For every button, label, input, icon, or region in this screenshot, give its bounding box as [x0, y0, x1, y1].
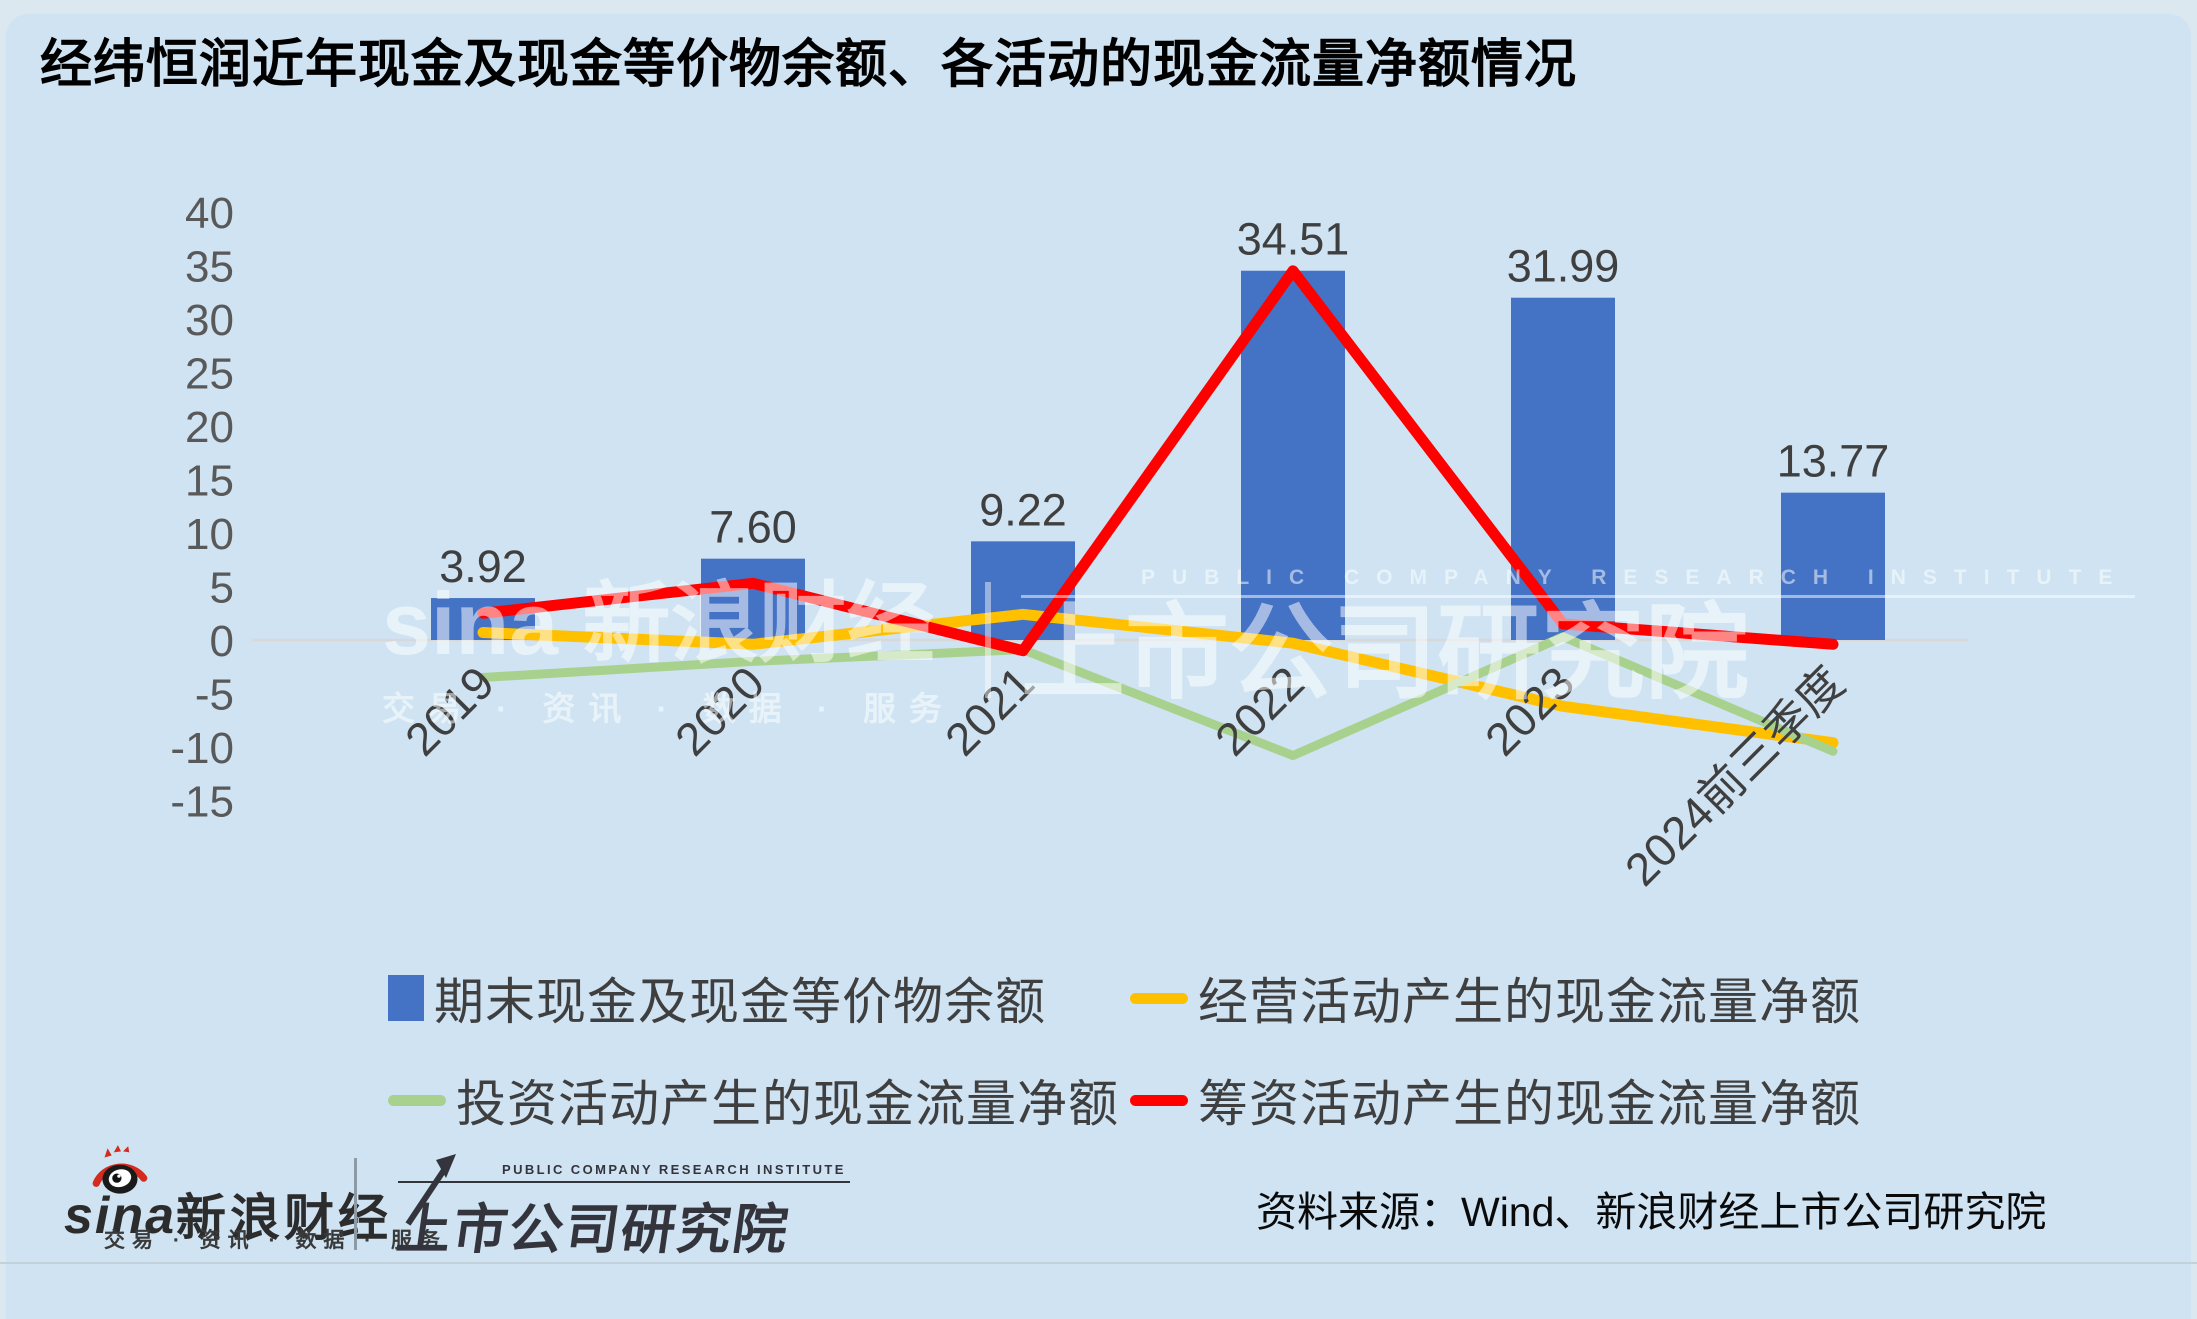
legend-marker-line [388, 1094, 446, 1106]
bar [1781, 492, 1885, 640]
institute-logo-en: PUBLIC COMPANY RESEARCH INSTITUTE [398, 1162, 850, 1183]
legend-item-3: 筹资活动产生的现金流量净额 [1130, 1064, 1861, 1136]
y-tick-label: 15 [185, 457, 234, 506]
x-axis-label: 2020 [665, 656, 774, 765]
sina-wordmark: sina [64, 1187, 177, 1245]
y-tick-label: 35 [185, 243, 234, 292]
chart-card [6, 14, 2191, 1319]
y-tick-label: 40 [185, 189, 234, 238]
institute-logo-cn: 上市公司研究院 [393, 1200, 794, 1260]
sina-eye-icon [92, 1145, 148, 1194]
bar-value-label: 31.99 [1507, 241, 1620, 292]
y-tick-label: 0 [210, 617, 234, 666]
legend-label: 经营活动产生的现金流量净额 [1198, 974, 1861, 1030]
footer-separator-line [0, 1262, 2197, 1264]
legend-item-1: 经营活动产生的现金流量净额 [1130, 962, 1861, 1034]
y-tick-label: -5 [195, 671, 234, 720]
y-tick-label: 30 [185, 296, 234, 345]
bar-value-label: 13.77 [1777, 436, 1890, 487]
legend-item-0: 期末现金及现金等价物余额 [388, 962, 1130, 1034]
footer: sina 新浪财经 交易 · 资讯 · 数据 · 服务 PUBLIC COMPA… [0, 1130, 2197, 1319]
footer-divider [354, 1158, 357, 1250]
bar-value-label: 7.60 [709, 502, 797, 553]
y-tick-label: 5 [210, 564, 234, 613]
bar-value-label: 9.22 [979, 484, 1067, 535]
bar-value-label: 34.51 [1237, 214, 1350, 265]
bar [1511, 297, 1615, 640]
legend-marker-line [1130, 1094, 1188, 1106]
line-series-1 [478, 632, 1838, 761]
line-series-2 [477, 265, 1839, 657]
legend-label: 投资活动产生的现金流量净额 [456, 1076, 1119, 1132]
x-axis-label: 2024前三季度 [1615, 656, 1854, 895]
legend-label: 期末现金及现金等价物余额 [434, 974, 1046, 1030]
source-note: 资料来源：Wind、新浪财经上市公司研究院 [1256, 1189, 2047, 1235]
bar-value-label: 3.92 [439, 541, 527, 592]
legend-marker-square [388, 975, 424, 1021]
arrow-icon [405, 1154, 456, 1226]
y-tick-label: -15 [170, 778, 234, 827]
y-tick-label: 10 [185, 510, 234, 559]
y-tick-label: 25 [185, 350, 234, 399]
y-tick-label: 20 [185, 403, 234, 452]
legend-label: 筹资活动产生的现金流量净额 [1198, 1076, 1861, 1132]
chart-legend: 期末现金及现金等价物余额 经营活动产生的现金流量净额投资活动产生的现金流量净额 筹资… [388, 962, 1861, 1136]
sina-finance-wordmark: 新浪财经 [176, 1190, 392, 1246]
institute-logo: PUBLIC COMPANY RESEARCH INSTITUTE 上市公司研究… [393, 1154, 850, 1264]
x-axis-label: 2021 [935, 656, 1044, 765]
bar [701, 558, 805, 640]
page-title: 经纬恒润近年现金及现金等价物余额、各活动的现金流量净额情况 [40, 36, 1578, 94]
line-series-0 [477, 608, 1839, 749]
bar [1241, 270, 1345, 640]
y-tick-label: -10 [170, 724, 234, 773]
legend-item-2: 投资活动产生的现金流量净额 [388, 1064, 1130, 1136]
legend-marker-line [1130, 992, 1188, 1004]
